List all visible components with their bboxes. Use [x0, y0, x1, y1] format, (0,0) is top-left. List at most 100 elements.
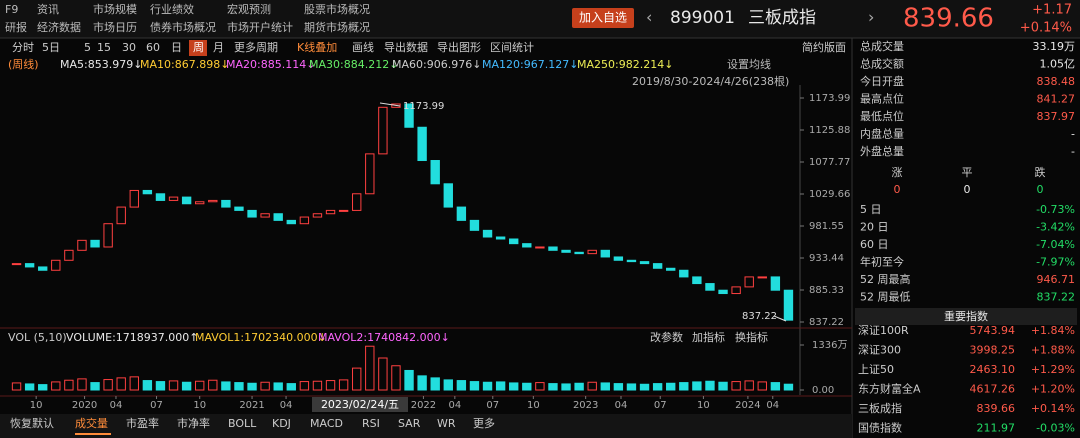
- bottom-tab[interactable]: MACD: [310, 417, 343, 430]
- x-tick-label: 10: [30, 400, 43, 411]
- candle: [613, 256, 624, 261]
- add-watch-label[interactable]: 加入自选: [579, 11, 627, 25]
- volume-bar: [639, 383, 650, 391]
- toolbar-item[interactable]: 周: [193, 41, 204, 54]
- active-tab-bg: [189, 40, 207, 56]
- volume-bar: [247, 382, 257, 391]
- range-label: 2019/8/30-2024/4/26(238根): [632, 74, 789, 88]
- candle: [299, 216, 310, 225]
- bottom-tab[interactable]: 市净率: [177, 416, 210, 430]
- index-pct: +1.20%: [1031, 383, 1075, 396]
- volume-bar: [155, 381, 166, 391]
- menu-item[interactable]: 债券市场概况: [150, 20, 216, 34]
- index-value: 211.97: [977, 422, 1016, 435]
- menu-item[interactable]: 市场开户统计: [227, 20, 293, 34]
- menu-item[interactable]: 研报: [5, 20, 27, 34]
- stat-label: 最高点位: [860, 92, 904, 106]
- candle: [142, 189, 153, 195]
- x-tick-label: 2021: [239, 400, 264, 411]
- candle: [208, 199, 218, 203]
- volume-bar: [757, 381, 767, 391]
- menu-item[interactable]: 市场日历: [93, 20, 137, 34]
- toolbar-item[interactable]: 更多周期: [234, 40, 278, 54]
- perf-label: 年初至今: [860, 255, 904, 269]
- menu-item[interactable]: F9: [5, 3, 18, 16]
- stat-label: 内盘总量: [860, 127, 904, 141]
- prev-arrow[interactable]: ‹: [646, 8, 652, 27]
- stat-label: 外盘总量: [860, 144, 904, 158]
- stat-value: -: [1071, 145, 1075, 158]
- menu-item[interactable]: 宏观预测: [227, 2, 271, 16]
- menu-item[interactable]: 行业绩效: [150, 2, 194, 16]
- volume-bar: [574, 382, 584, 391]
- candle: [77, 239, 87, 251]
- menu-item[interactable]: 资讯: [37, 3, 59, 16]
- toolbar-item[interactable]: K线叠加: [297, 40, 337, 54]
- candle: [443, 183, 453, 208]
- toolbar-item[interactable]: 导出图形: [437, 40, 481, 54]
- toolbar-item[interactable]: 30: [122, 41, 136, 54]
- menu-item[interactable]: 市场规模: [93, 2, 137, 16]
- toolbar-item[interactable]: 导出数据: [384, 40, 428, 54]
- menu-item[interactable]: 期货市场概况: [304, 20, 370, 34]
- next-arrow[interactable]: ›: [868, 8, 874, 27]
- perf-label: 5 日: [860, 203, 882, 216]
- index-pct: +1.88%: [1031, 344, 1075, 357]
- candle: [770, 276, 781, 291]
- toolbar-item[interactable]: 5: [84, 41, 91, 54]
- x-tick-label: 04: [766, 400, 779, 411]
- candle: [195, 201, 205, 205]
- toolbar-item[interactable]: 区间统计: [490, 41, 534, 54]
- menu-item[interactable]: 经济数据: [37, 20, 81, 34]
- volume-button[interactable]: 换指标: [735, 330, 768, 344]
- bottom-tab[interactable]: KDJ: [272, 417, 291, 430]
- candle: [273, 213, 283, 221]
- toolbar-item[interactable]: 15: [97, 41, 111, 54]
- bottom-tab[interactable]: 更多: [473, 416, 495, 430]
- volume-bar: [352, 367, 362, 391]
- stat-value: 33.19万: [1033, 40, 1076, 53]
- x-tick-label: 04: [280, 400, 293, 411]
- volume-bar: [443, 379, 453, 391]
- volume-button[interactable]: 改参数: [650, 330, 683, 344]
- candle: [705, 283, 715, 291]
- bottom-tab[interactable]: WR: [437, 417, 456, 430]
- volume-button[interactable]: 加指标: [692, 330, 725, 344]
- ma-settings[interactable]: 设置均线: [727, 57, 771, 71]
- layout-toggle[interactable]: 简约版面: [802, 40, 846, 54]
- bottom-tab[interactable]: 市盈率: [126, 416, 159, 430]
- volume-bar: [548, 383, 558, 391]
- candle: [509, 238, 519, 245]
- bottom-tab[interactable]: BOLL: [228, 417, 257, 430]
- tab-bar: [0, 414, 852, 438]
- toolbar-item[interactable]: 60: [146, 41, 160, 54]
- toolbar-item[interactable]: 月: [213, 41, 224, 54]
- bottom-tab[interactable]: RSI: [362, 417, 380, 430]
- menu-item[interactable]: 股票市场概况: [304, 2, 370, 16]
- volume-bar: [613, 383, 624, 391]
- add-watch-button[interactable]: [572, 8, 634, 28]
- toolbar-item[interactable]: 画线: [352, 40, 374, 54]
- volume-bar: [312, 380, 323, 391]
- y-tick-label: 885.33: [809, 285, 844, 296]
- volume-bar: [770, 382, 781, 391]
- candle: [757, 276, 767, 279]
- x-tick-label: 10: [193, 400, 206, 411]
- bottom-tab[interactable]: SAR: [398, 417, 421, 430]
- bottom-tab[interactable]: 恢复默认: [10, 416, 54, 430]
- candle: [535, 246, 545, 249]
- y-tick-label: 1173.99: [809, 93, 850, 104]
- toolbar-item[interactable]: 日: [171, 41, 182, 54]
- candle: [731, 286, 741, 295]
- volume-bar: [116, 377, 126, 391]
- bottom-tab[interactable]: 成交量: [75, 416, 108, 430]
- candle: [378, 106, 388, 155]
- y-tick-label: 0.00: [812, 385, 834, 396]
- updown-header: 跌: [1035, 165, 1046, 179]
- index-pct: +0.14%: [1031, 402, 1075, 415]
- toolbar-item[interactable]: 分时: [12, 41, 34, 54]
- volume-bar: [325, 380, 336, 391]
- toolbar-item[interactable]: 5日: [42, 41, 60, 54]
